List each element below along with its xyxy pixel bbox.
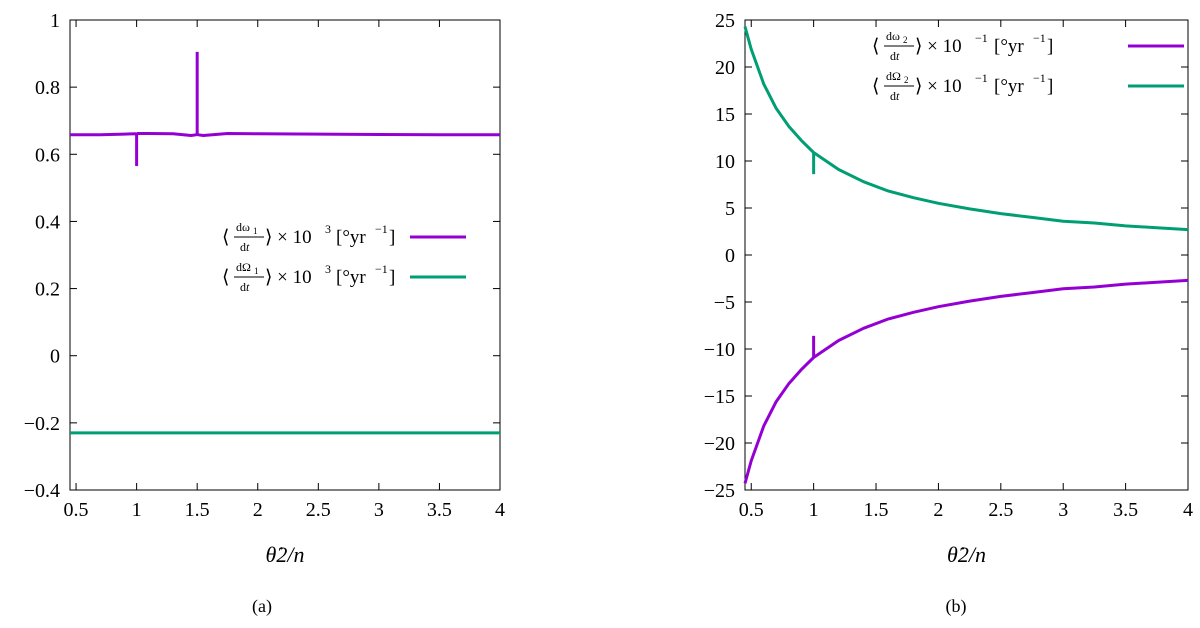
svg-text:[°yr: [°yr [336,267,366,288]
legend-a: ⟨ dω 1 dt ⟩ × 10 3 [°yr −1 ] ⟨ dΩ 1 dt ⟩… [222,220,466,294]
svg-text:[°yr: [°yr [336,227,366,248]
legend-b-entry-1: ⟨ dω 2 dt ⟩ × 10 −1 [°yr −1 ] [872,29,1184,63]
svg-text:]: ] [1047,76,1053,97]
y-tick-label: −20 [704,433,735,455]
svg-text:⟨: ⟨ [222,267,229,288]
panel-a-chart: 0.5 1 1.5 2 2.5 3 3.5 4 −0.4 −0.2 0 0.2 0.4 0.6 0.8 1 θ̇… [24,10,505,617]
svg-text:−1: −1 [1033,31,1046,45]
y-tick-label: 15 [715,104,735,126]
y-tick-label: 0.8 [35,77,60,99]
svg-text:[°yr: [°yr [994,36,1024,57]
x-tick-label: 3 [374,499,384,521]
svg-text:3: 3 [325,222,331,236]
y-tick-label: −0.2 [24,413,60,435]
y-tick-label: 0 [725,245,735,267]
svg-text:3: 3 [325,262,331,276]
plot-frame-b [744,19,1189,491]
svg-text:−1: −1 [975,31,988,45]
y-tick-label: 0.4 [35,211,60,233]
svg-text:dΩ: dΩ [886,69,901,83]
series-line-b-2 [743,26,1189,232]
x-tick-label: 3 [1058,499,1068,521]
x-tick-label: 4 [495,499,505,521]
svg-text:dt: dt [240,280,250,294]
x-tick-label: 2.5 [306,499,331,521]
legend-a-entry-2: ⟨ dΩ 1 dt ⟩ × 10 3 [°yr −1 ] [222,260,466,294]
svg-text:dt: dt [890,49,900,63]
svg-text:]: ] [389,227,395,248]
x-tick-label: 1 [809,499,819,521]
svg-text:−1: −1 [375,262,388,276]
y-tick-label: 10 [715,151,735,173]
y-tick-label: −25 [704,480,735,502]
series-line-b-1 [743,278,1189,484]
svg-text:2: 2 [903,35,908,45]
svg-text:]: ] [389,267,395,288]
svg-text:1: 1 [254,266,259,276]
svg-text:−1: −1 [375,222,388,236]
x-axis-label: θ̇2/n [266,542,305,567]
x-tick-label: 1.5 [864,499,889,521]
y-tick-label: 1 [50,10,60,32]
legend-b: ⟨ dω 2 dt ⟩ × 10 −1 [°yr −1 ] ⟨ dΩ 2 dt … [872,29,1184,103]
x-tick-label: 0.5 [64,499,89,521]
y-tick-label: −10 [704,339,735,361]
y-tick-label: −15 [704,386,735,408]
svg-text:⟩ × 10: ⟩ × 10 [915,36,962,57]
svg-text:⟩ × 10: ⟩ × 10 [915,76,962,97]
svg-text:⟨: ⟨ [872,76,879,97]
y-tick-label: 0.6 [35,144,60,166]
x-tick-label: 0.5 [739,499,764,521]
svg-text:dt: dt [890,89,900,103]
svg-text:⟨: ⟨ [872,36,879,57]
y-tick-label: −0.4 [24,480,60,502]
y-tick-label: 20 [715,57,735,79]
svg-text:[°yr: [°yr [994,76,1024,97]
y-tick-label: 25 [715,10,735,32]
x-tick-label: 2 [933,499,943,521]
plot-frame-a [69,19,501,491]
legend-b-entry-2: ⟨ dΩ 2 dt ⟩ × 10 −1 [°yr −1 ] [872,69,1184,103]
panel-b-chart: 0.5 1 1.5 2 2.5 3 3.5 4 −25 −20 −15 −10 −5 0 5 10 15 20 25… [704,10,1193,617]
svg-text:−1: −1 [1033,71,1046,85]
svg-text:dω: dω [886,29,900,43]
x-tick-label: 1.5 [185,499,210,521]
svg-text:⟨: ⟨ [222,227,229,248]
svg-text:⟩ × 10: ⟩ × 10 [265,267,312,288]
svg-text:]: ] [1047,36,1053,57]
x-tick-label: 3.5 [427,499,452,521]
svg-text:dΩ: dΩ [236,260,251,274]
x-tick-label: 3.5 [1113,499,1138,521]
x-tick-label: 2.5 [988,499,1013,521]
svg-text:1: 1 [253,226,258,236]
panel-caption: (b) [946,596,967,617]
x-tick-label: 2 [253,499,263,521]
y-tick-label: 5 [725,198,735,220]
y-tick-label: 0.2 [35,279,60,301]
svg-text:⟩ × 10: ⟩ × 10 [265,227,312,248]
svg-text:dt: dt [240,240,250,254]
legend-a-entry-1: ⟨ dω 1 dt ⟩ × 10 3 [°yr −1 ] [222,220,466,254]
x-tick-label: 4 [1183,499,1193,521]
x-axis-label: θ̇2/n [947,542,986,567]
svg-text:dω: dω [236,220,250,234]
panel-caption: (a) [252,596,272,617]
svg-text:2: 2 [904,75,909,85]
x-tick-label: 1 [132,499,142,521]
y-tick-label: 0 [50,346,60,368]
svg-text:−1: −1 [975,71,988,85]
y-tick-label: −5 [714,292,735,314]
series-line-a-1 [70,132,500,137]
